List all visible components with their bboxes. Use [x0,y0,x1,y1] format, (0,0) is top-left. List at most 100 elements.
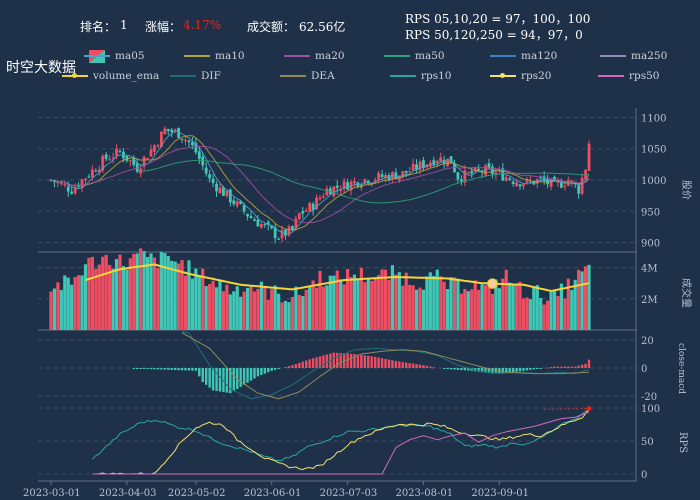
volume-bar [497,288,501,330]
volume-bar [556,295,560,330]
volume-bar [66,277,70,330]
macd-hist-bar [287,366,291,368]
volume-bar [270,289,274,330]
volume-bar [542,304,546,330]
legend-item-ma20[interactable]: ma20 [284,50,345,62]
turnover-label: 成交额： [247,20,296,34]
macd-hist-bar [415,364,418,368]
volume-bar [304,289,308,330]
volume-bar [104,254,108,330]
macd-hist-bar [522,368,525,371]
volume-bar [197,275,201,330]
candle-body [194,142,198,153]
candle-body [163,128,167,134]
macd-hist-bar [373,356,377,368]
macd-hist-bar [336,352,339,368]
rank-value: 1 [120,18,128,32]
volume-bar [401,285,405,330]
candle-body [459,179,463,182]
macd-hist-bar [363,355,367,368]
candle-body [470,170,474,174]
volume-bar [446,289,450,330]
candle-body [401,171,405,177]
volume-bar [118,254,122,330]
candle-body [542,176,546,181]
macd-hist-bar [305,360,308,368]
candle-body [142,156,146,167]
macd-hist-bar [260,368,263,375]
legend-label: rps50 [629,70,660,82]
macd-hist-bar [425,365,429,368]
volume-bar [83,264,88,330]
candle-body [277,238,281,240]
candle-body [101,156,105,171]
macd-hist-bar [567,366,570,368]
volume-bar [514,284,519,330]
candle-body [235,201,239,206]
legend-item-volume-ema[interactable]: volume_ema [62,70,159,82]
legend-item-ma05[interactable]: ma05 [84,50,145,62]
volume-bar [383,269,388,330]
volume-bar [76,275,81,330]
volume-bar [273,285,277,330]
macd-hist-bar [394,361,398,368]
candle-body [577,185,581,194]
legend-item-ma250[interactable]: ma250 [600,50,667,62]
legend-item-rps50[interactable]: rps50 [598,70,660,82]
candle-body [80,179,84,188]
macd-hist-bar [511,368,515,373]
volume-bar [173,261,177,330]
legend-item-rps20[interactable]: rps20 [490,70,552,82]
volume-bar [421,289,426,330]
legend-item-ma10[interactable]: ma10 [184,50,245,62]
x-tick-label: 2023-08-01 [395,488,453,499]
volume-bar [211,280,215,330]
macd-hist-bar [187,368,191,371]
rps-short-line: RPS 05,10,20 = 97，100，100 [405,12,591,26]
legend-item-DIF[interactable]: DIF [170,70,221,82]
candle-body [377,172,381,180]
macd-hist-bar [422,365,425,368]
volume-bar [145,256,150,330]
macd-hist-bar [225,368,229,393]
volume-bar [463,288,467,330]
macd-hist-bar [487,368,491,374]
volume-bar [156,268,160,330]
legend-item-DEA[interactable]: DEA [280,70,335,82]
macd-hist-bar [405,362,408,368]
macd-hist-bar [163,368,167,370]
volume-bar [214,287,219,330]
candle-body [525,179,529,183]
rps20-line [92,407,590,475]
candle-body [139,168,143,174]
candle-body [332,186,336,197]
candle-body [373,180,377,182]
candle-body [66,186,70,192]
rps-tick-label: 100 [641,404,660,415]
candle-body [487,163,491,168]
legend-item-rps10[interactable]: rps10 [390,70,452,82]
volume-bar [135,253,139,330]
candle-body [404,170,408,173]
macd-hist-bar [204,368,208,385]
candle-body [87,176,91,178]
candle-body [118,150,122,152]
candle-body [335,185,339,188]
volume-bar [163,252,167,330]
chart-legend: ma05 ma10 ma20 ma50 ma120 ma250 volume_ema DIF D… [0,50,700,105]
legend-item-ma50[interactable]: ma50 [384,50,445,62]
macd-hist-bar [156,368,160,370]
volume-bar [249,286,253,330]
macd-hist-bar [536,368,539,369]
dea-line [181,332,590,400]
candle-body [508,178,512,181]
macd-hist-bar [494,368,498,374]
macd-hist-bar [294,364,298,368]
candle-body [249,216,253,219]
candle-body [156,145,160,147]
rps10-line [92,410,590,462]
macd-hist-bar [391,360,394,368]
volume-bar [101,256,105,330]
macd-hist-bar [491,368,494,374]
legend-item-ma120[interactable]: ma120 [490,50,557,62]
